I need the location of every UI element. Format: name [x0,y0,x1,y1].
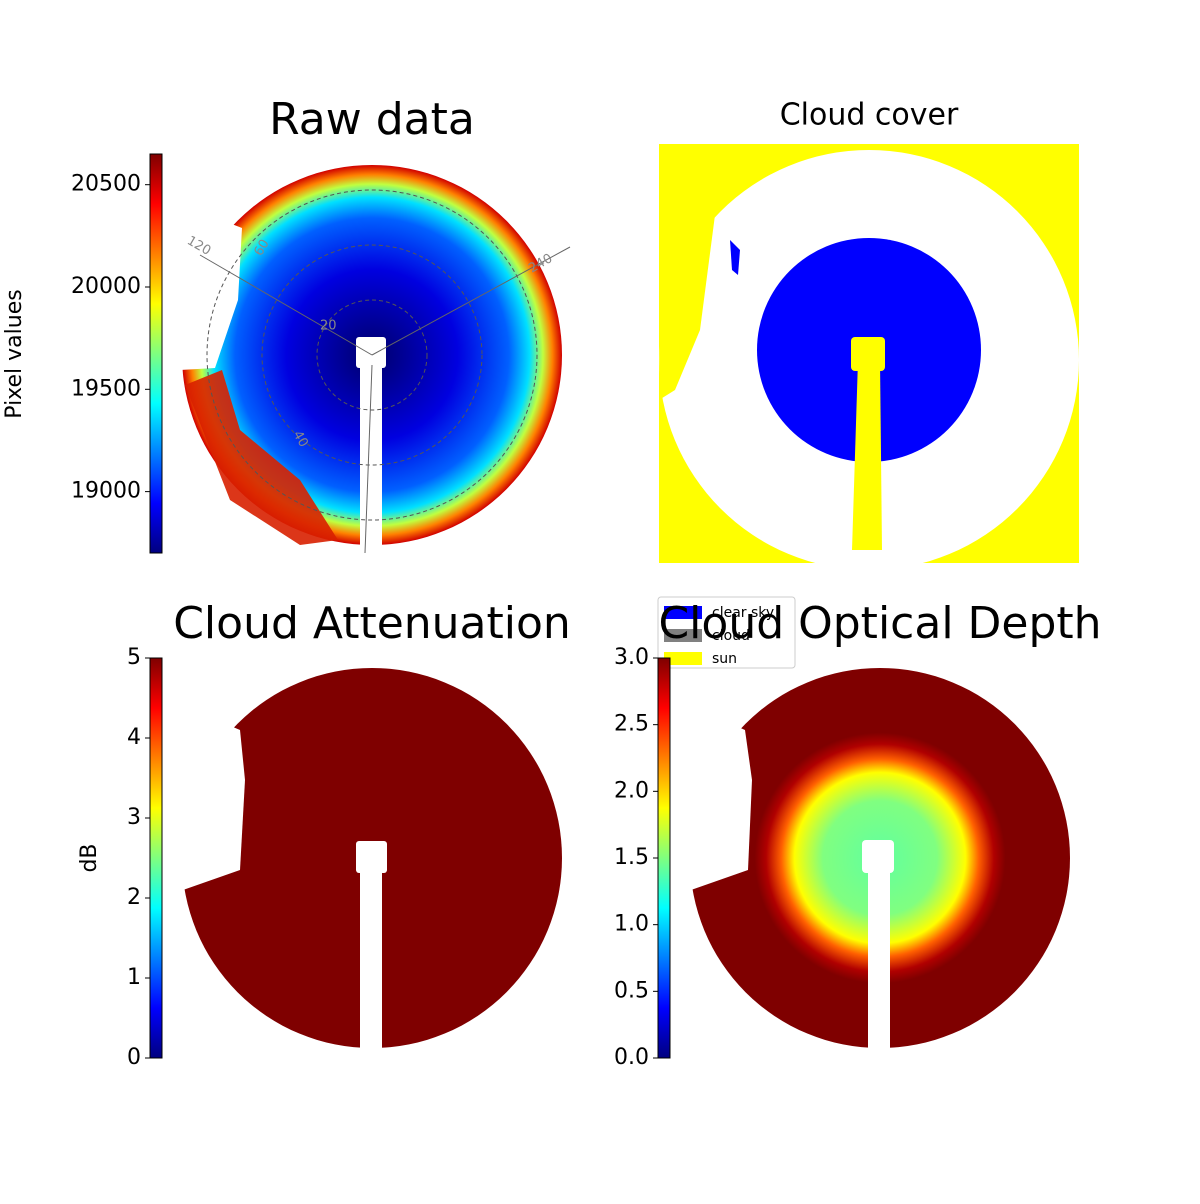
colorbar-tick-label: 0.5 [614,978,649,1003]
colorbar-tick-label: 2 [127,885,141,910]
legend-swatch [664,629,702,642]
chart-title: Cloud Optical Depth [658,598,1101,649]
colorbar-tick-label: 1.5 [614,845,649,870]
colorbar-tick-label: 19500 [71,376,141,401]
colorbar-tick-label: 0.0 [614,1045,649,1070]
polar-label: 40 [290,428,311,450]
polar-label: 20 [320,319,337,334]
optical-depth-image [668,668,1070,1058]
legend-label: sun [712,651,737,667]
legend-label: cloud [712,628,750,644]
legend-swatch [664,606,702,619]
colorbar-label: dB [77,843,102,872]
colorbar-tick-label: 5 [127,645,141,670]
colorbar-tick-label: 2.0 [614,778,649,803]
colorbar-tick-label: 19000 [71,479,141,504]
colorbar-tick-label: 0 [127,1045,141,1070]
colorbar [657,657,671,1059]
cloud-cover-image [659,144,1079,570]
raw-image: 120 60 240 20 40 [160,165,571,555]
colorbar-tick-label: 3 [127,805,141,830]
colorbar-tick-label: 20500 [71,172,141,197]
colorbar-tick-label: 1 [127,965,141,990]
colorbar-label: Pixel values [2,289,27,418]
legend-label: clear sky [712,605,774,621]
colorbar-tick-label: 20000 [71,274,141,299]
colorbar [149,153,163,554]
chart-title: Cloud Attenuation [173,598,571,649]
colorbar-tick-label: 2.5 [614,712,649,737]
colorbar-tick-label: 4 [127,725,141,750]
attenuation-image [160,668,562,1058]
legend-swatch [664,652,702,665]
polar-label: 60 [252,237,273,259]
chart-title: Raw data [269,94,475,145]
colorbar [149,657,163,1059]
chart-title: Cloud cover [780,98,959,133]
colorbar-tick-label: 3.0 [614,645,649,670]
colorbar-tick-label: 1.0 [614,912,649,937]
